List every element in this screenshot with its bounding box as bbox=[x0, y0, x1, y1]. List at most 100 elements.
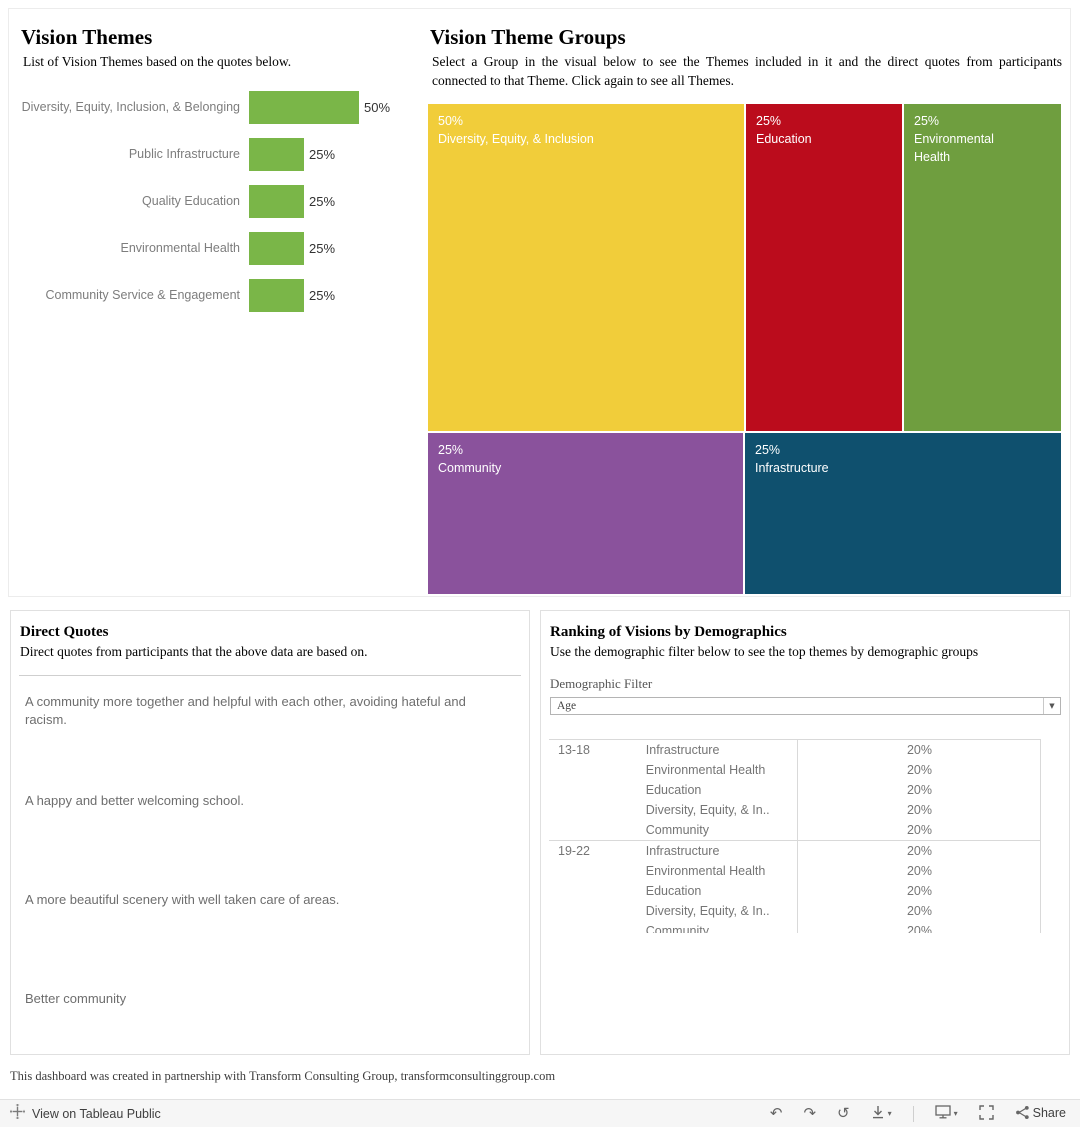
bar-value-label: 25% bbox=[309, 287, 336, 303]
cell-label: Diversity, Equity, & Inclusion bbox=[438, 132, 594, 147]
treemap-cell-environmental-health[interactable]: 25% Environmental Health bbox=[904, 104, 1061, 431]
bar-mark[interactable] bbox=[249, 278, 304, 312]
theme-percent: 20% bbox=[797, 759, 1040, 780]
vision-themes-panel: Vision Themes List of Vision Themes base… bbox=[9, 9, 427, 319]
replay-icon: ↺ bbox=[837, 1104, 850, 1122]
table-row[interactable]: Community 20% bbox=[549, 920, 1040, 933]
vision-themes-subtitle: List of Vision Themes based on the quote… bbox=[23, 54, 292, 69]
treemap-cell-education[interactable]: 25% Education bbox=[746, 104, 902, 431]
cell-percent: 50% bbox=[438, 114, 464, 128]
theme-percent: 20% bbox=[797, 799, 1040, 820]
table-row[interactable]: Community 20% bbox=[549, 819, 1040, 840]
table-row[interactable]: Environmental Health 20% bbox=[549, 860, 1040, 881]
theme-name: Education bbox=[645, 883, 702, 898]
theme-groups-treemap: 50% Diversity, Equity, & Inclusion 25% E… bbox=[428, 104, 1061, 594]
bar-value-label: 25% bbox=[309, 240, 336, 256]
ranking-subtitle: Use the demographic filter below to see … bbox=[550, 644, 979, 659]
theme-groups-title: Vision Theme Groups bbox=[430, 25, 626, 49]
bar-row: Community Service & Engagement 25% bbox=[19, 272, 427, 319]
view-on-tableau-link[interactable]: View on Tableau Public bbox=[32, 1106, 161, 1121]
tableau-toolbar: View on Tableau Public ↶ ↷ ↺ ▾ bbox=[0, 1099, 1080, 1127]
attribution-text: This dashboard was created in partnershi… bbox=[10, 1069, 556, 1083]
age-group-label: 19-22 bbox=[558, 843, 590, 858]
cell-label: Infrastructure bbox=[755, 461, 829, 476]
theme-percent: 20% bbox=[797, 819, 1040, 840]
theme-name: Diversity, Equity, & In.. bbox=[645, 903, 770, 918]
share-label: Share bbox=[1032, 1106, 1066, 1121]
table-row[interactable]: Education 20% bbox=[549, 779, 1040, 800]
theme-percent: 20% bbox=[797, 860, 1040, 881]
dropdown-selected-value: Age bbox=[557, 699, 577, 712]
share-button[interactable]: Share bbox=[1015, 1105, 1066, 1123]
treemap-cell-diversity[interactable]: 50% Diversity, Equity, & Inclusion bbox=[428, 104, 744, 431]
quote-item[interactable]: Better community bbox=[25, 990, 127, 1006]
toolbar-right: ↶ ↷ ↺ ▾ ▾ bbox=[770, 1104, 1066, 1123]
bar-row: Environmental Health 25% bbox=[19, 225, 427, 272]
theme-percent: 20% bbox=[797, 900, 1040, 921]
treemap-cell-infrastructure[interactable]: 25% Infrastructure bbox=[745, 433, 1061, 594]
table-row[interactable]: Environmental Health 20% bbox=[549, 759, 1040, 780]
toolbar-left[interactable]: View on Tableau Public bbox=[10, 1103, 161, 1124]
theme-groups-panel: Vision Theme Groups Select a Group in th… bbox=[428, 9, 1068, 91]
cell-percent: 25% bbox=[756, 114, 782, 128]
fullscreen-button[interactable] bbox=[978, 1104, 994, 1123]
chevron-down-icon[interactable]: ▼ bbox=[1043, 697, 1060, 714]
vision-themes-bar-chart: Diversity, Equity, Inclusion, & Belongin… bbox=[19, 84, 427, 319]
bar-mark[interactable] bbox=[249, 137, 304, 171]
bar-value-label: 50% bbox=[364, 99, 391, 115]
ranking-table: 13-18 Infrastructure 20% Environmental H… bbox=[549, 738, 1041, 933]
chevron-down-icon: ▾ bbox=[953, 1108, 958, 1118]
quote-item[interactable]: A more beautiful scenery with well taken… bbox=[25, 891, 340, 907]
theme-name: Diversity, Equity, & In.. bbox=[645, 802, 770, 817]
treemap-cell-community[interactable]: 25% Community bbox=[428, 433, 743, 594]
cell-label: Community bbox=[438, 461, 502, 476]
redo-icon: ↷ bbox=[803, 1104, 817, 1122]
table-row[interactable]: Diversity, Equity, & In.. 20% bbox=[549, 900, 1040, 921]
cell-label: Environmental Health bbox=[914, 132, 994, 165]
bar-mark[interactable] bbox=[249, 90, 359, 124]
theme-name: Infrastructure bbox=[645, 742, 720, 757]
bar-row: Quality Education 25% bbox=[19, 178, 427, 225]
monitor-icon bbox=[934, 1105, 951, 1122]
share-icon bbox=[1015, 1105, 1030, 1123]
theme-name: Environmental Health bbox=[645, 863, 766, 878]
download-button[interactable]: ▾ bbox=[871, 1105, 892, 1122]
table-row[interactable]: 13-18 Infrastructure 20% bbox=[549, 739, 1040, 760]
device-layout-button[interactable]: ▾ bbox=[934, 1105, 958, 1122]
theme-groups-subtitle: Select a Group in the visual below to se… bbox=[432, 54, 1062, 88]
age-group-13-18: 13-18 Infrastructure 20% Environmental H… bbox=[549, 739, 1040, 840]
bar-mark[interactable] bbox=[249, 231, 304, 265]
demographic-filter-dropdown[interactable]: Age ▼ bbox=[550, 696, 1061, 715]
fullscreen-icon bbox=[978, 1104, 994, 1123]
chevron-down-icon: ▾ bbox=[887, 1108, 892, 1118]
table-row[interactable]: Diversity, Equity, & In.. 20% bbox=[549, 799, 1040, 820]
quote-item[interactable]: A happy and better welcoming school. bbox=[25, 792, 244, 808]
replay-button[interactable]: ↺ bbox=[837, 1106, 850, 1121]
undo-button[interactable]: ↶ bbox=[770, 1106, 783, 1121]
direct-quotes-subtitle: Direct quotes from participants that the… bbox=[20, 644, 368, 659]
theme-percent: 20% bbox=[797, 840, 1040, 861]
bar-category-label: Quality Education bbox=[142, 193, 240, 208]
theme-name: Environmental Health bbox=[645, 762, 766, 777]
age-group-label: 13-18 bbox=[558, 742, 590, 757]
bar-category-label: Public Infrastructure bbox=[128, 146, 240, 161]
direct-quotes-title: Direct Quotes bbox=[20, 624, 109, 640]
top-section: Vision Themes List of Vision Themes base… bbox=[8, 8, 1071, 597]
cell-percent: 25% bbox=[438, 443, 464, 457]
quote-item[interactable]: A community more together and helpful wi… bbox=[25, 693, 466, 728]
bar-mark[interactable] bbox=[249, 184, 304, 218]
table-row[interactable]: Education 20% bbox=[549, 880, 1040, 901]
bar-value-label: 25% bbox=[309, 193, 336, 209]
bar-category-label: Environmental Health bbox=[120, 240, 240, 255]
tableau-logo-icon bbox=[10, 1103, 25, 1124]
age-group-19-22: 19-22 Infrastructure 20% Environmental H… bbox=[549, 839, 1040, 933]
ranking-panel: Ranking of Visions by Demographics Use t… bbox=[540, 610, 1070, 1055]
table-row[interactable]: 19-22 Infrastructure 20% bbox=[549, 840, 1040, 861]
direct-quotes-panel: Direct Quotes Direct quotes from partici… bbox=[10, 610, 530, 1055]
redo-button[interactable]: ↷ bbox=[803, 1106, 816, 1121]
undo-icon: ↶ bbox=[769, 1104, 783, 1122]
theme-percent: 20% bbox=[797, 920, 1040, 933]
vision-themes-title: Vision Themes bbox=[21, 25, 153, 49]
bar-value-label: 25% bbox=[309, 146, 336, 162]
